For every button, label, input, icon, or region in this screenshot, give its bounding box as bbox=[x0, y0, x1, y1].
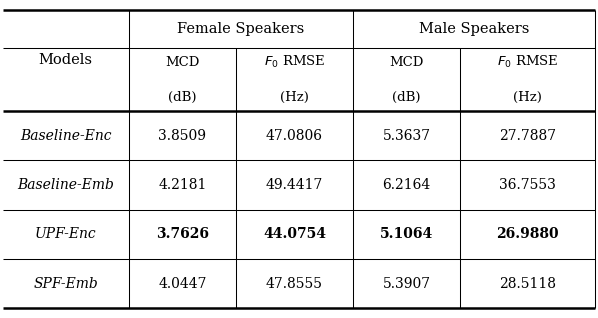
Text: 4.2181: 4.2181 bbox=[158, 178, 206, 192]
Text: 49.4417: 49.4417 bbox=[266, 178, 323, 192]
Text: 5.3637: 5.3637 bbox=[383, 129, 431, 143]
Text: Baseline-Enc: Baseline-Enc bbox=[20, 129, 112, 143]
Text: 5.3907: 5.3907 bbox=[383, 277, 431, 291]
Text: SPF-Emb: SPF-Emb bbox=[33, 277, 98, 291]
Text: 3.8509: 3.8509 bbox=[158, 129, 206, 143]
Text: 6.2164: 6.2164 bbox=[383, 178, 431, 192]
Text: (Hz): (Hz) bbox=[513, 91, 542, 104]
Text: 5.1064: 5.1064 bbox=[380, 227, 434, 241]
Text: UPF-Enc: UPF-Enc bbox=[35, 227, 97, 241]
Text: 3.7626: 3.7626 bbox=[156, 227, 209, 241]
Text: 47.0806: 47.0806 bbox=[266, 129, 323, 143]
Text: 44.0754: 44.0754 bbox=[263, 227, 326, 241]
Text: 36.7553: 36.7553 bbox=[499, 178, 556, 192]
Text: Female Speakers: Female Speakers bbox=[177, 22, 304, 36]
Text: 26.9880: 26.9880 bbox=[496, 227, 559, 241]
Text: Baseline-Emb: Baseline-Emb bbox=[17, 178, 114, 192]
Text: $F_0$ RMSE: $F_0$ RMSE bbox=[264, 54, 325, 70]
Text: 27.7887: 27.7887 bbox=[499, 129, 556, 143]
Text: 28.5118: 28.5118 bbox=[499, 277, 556, 291]
Text: Male Speakers: Male Speakers bbox=[419, 22, 529, 36]
Text: (Hz): (Hz) bbox=[280, 91, 309, 104]
Text: 4.0447: 4.0447 bbox=[158, 277, 207, 291]
Text: (dB): (dB) bbox=[168, 91, 197, 104]
Text: $F_0$ RMSE: $F_0$ RMSE bbox=[497, 54, 559, 70]
Text: Models: Models bbox=[39, 53, 93, 67]
Text: (dB): (dB) bbox=[392, 91, 421, 104]
Text: 47.8555: 47.8555 bbox=[266, 277, 323, 291]
Text: MCD: MCD bbox=[389, 56, 424, 69]
Text: MCD: MCD bbox=[165, 56, 200, 69]
